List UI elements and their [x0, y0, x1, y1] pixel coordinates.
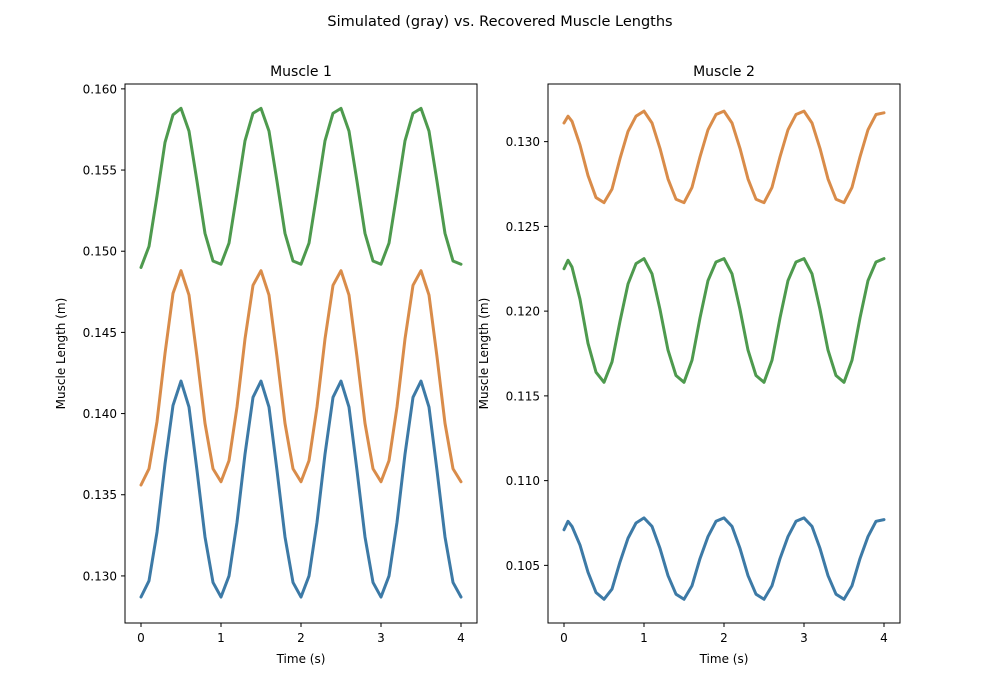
series-line-2: [562, 109, 886, 205]
y-tick-label: 0.130: [83, 569, 117, 583]
x-tick-label: 4: [457, 631, 465, 645]
y-tick-label: 0.125: [506, 220, 540, 234]
series-group: [562, 109, 886, 601]
figure-suptitle: Simulated (gray) vs. Recovered Muscle Le…: [327, 14, 672, 30]
subplot-title: Muscle 2: [693, 64, 755, 80]
y-tick-label: 0.105: [506, 559, 540, 573]
x-tick-label: 4: [880, 631, 888, 645]
x-tick-label: 3: [377, 631, 385, 645]
y-tick-label: 0.160: [83, 82, 117, 96]
subplot-muscle-2: 0 1 2 3 4 0.105 0.110 0.115 0.120 0.125 0.130 Muscl…: [477, 64, 901, 666]
series-line-1: [562, 516, 886, 601]
y-tick-label: 0.120: [506, 305, 540, 319]
x-axis-label: Time (s): [699, 652, 749, 666]
y-tick-label: 0.115: [506, 389, 540, 403]
x-axis-label: Time (s): [276, 652, 326, 666]
y-axis-label: Muscle Length (m): [477, 298, 491, 410]
y-tick-label: 0.145: [83, 326, 117, 340]
subplot-muscle-1: 0 1 2 3 4 0.130 0.135 0.140 0.145 0.150 0.155 0.160…: [54, 64, 478, 666]
y-tick-label: 0.110: [506, 474, 540, 488]
subplot-title: Muscle 1: [270, 64, 332, 80]
y-tick-label: 0.140: [83, 407, 117, 421]
y-tick-label: 0.130: [506, 135, 540, 149]
y-tick-label: 0.135: [83, 488, 117, 502]
series-line-2: [139, 269, 463, 487]
y-tick-label: 0.155: [83, 164, 117, 178]
y-axis-label: Muscle Length (m): [54, 298, 68, 410]
x-tick-label: 1: [640, 631, 648, 645]
x-tick-label: 2: [720, 631, 728, 645]
series-group: [139, 106, 463, 599]
x-tick-label: 0: [560, 631, 568, 645]
x-tick-label: 2: [297, 631, 305, 645]
series-line-3: [139, 106, 463, 269]
y-tick-label: 0.150: [83, 245, 117, 259]
x-tick-label: 0: [137, 631, 145, 645]
x-tick-label: 3: [800, 631, 808, 645]
series-line-1: [139, 379, 463, 599]
series-line-3: [562, 257, 886, 384]
x-tick-label: 1: [217, 631, 225, 645]
